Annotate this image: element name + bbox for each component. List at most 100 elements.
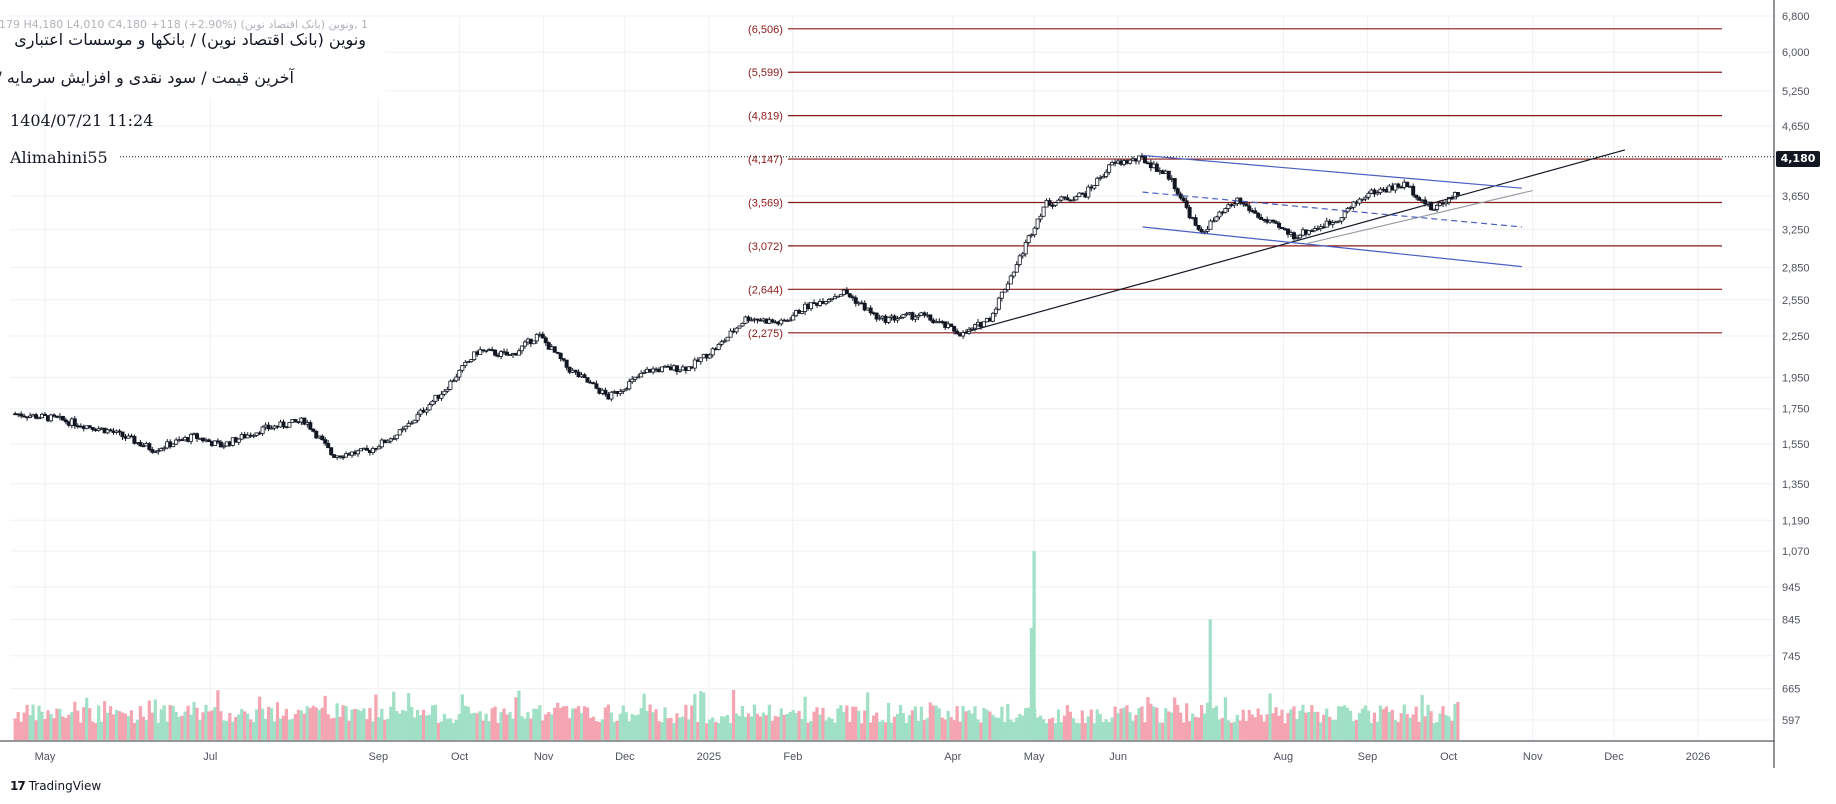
volume-bar [934,705,938,740]
volume-bar [684,704,688,740]
volume-bar [791,709,795,740]
x-tick-label: Dec [1604,751,1624,763]
volume-bar [1149,703,1153,740]
candle-body [1035,218,1040,229]
volume-bar [94,723,98,740]
volume-bar [511,718,515,740]
volume-bar [1161,722,1165,740]
y-tick-label: 3,650 [1782,191,1810,203]
volume-bar [1191,713,1195,740]
volume-bar [1113,706,1117,740]
candle-body [829,298,834,301]
candle-body [1199,229,1204,233]
volume-bar [1408,717,1412,740]
volume-bar [645,711,649,740]
volume-bar [159,709,163,740]
volume-bar [305,706,309,740]
volume-bar [73,701,77,740]
candle-body [931,319,936,323]
volume-bar [714,722,718,740]
candle-body [1077,192,1082,198]
volume-bar [496,722,500,740]
volume-bar [1038,715,1043,740]
candle-body [326,442,331,449]
candle-body [594,383,599,389]
x-tick-label: 2025 [697,751,721,763]
volume-bar [1164,708,1168,740]
volume-bar [517,690,521,740]
volume-bar [1334,719,1338,740]
volume-bar [758,716,762,740]
volume-bar [284,709,289,740]
volume-bar [1068,711,1073,740]
volume-bar [162,705,166,740]
candle-body [558,352,563,360]
tradingview-logo[interactable]: 17 TradingView [10,779,101,793]
volume-bar [1152,706,1156,740]
volume-bar [195,707,199,740]
candle-body [591,382,596,385]
candle-body [406,423,411,427]
candle-body [531,340,536,345]
candle-body [1002,289,1007,293]
candle-body [904,313,909,316]
volume-bar [612,721,616,740]
volume-bar [943,719,947,740]
candle-body [150,449,155,453]
candle-body [1017,255,1022,265]
candle-body [302,417,307,425]
candle-body [1378,188,1383,193]
volume-bar [708,719,712,740]
y-tick-label: 4,650 [1782,121,1810,133]
volume-bar [913,706,917,740]
volume-bar [985,709,989,740]
volume-bar [1244,720,1248,740]
volume-bar [958,721,962,740]
volume-bar [117,711,122,740]
volume-bar [52,718,56,740]
volume-bar [529,718,533,740]
candle-body [800,311,805,314]
volume-bar [1217,719,1222,740]
candle-body [505,351,510,356]
candle-body [96,428,101,431]
candle-body [1342,211,1347,219]
volume-bar [1292,706,1296,740]
candle-body [221,445,226,448]
y-tick-label: 945 [1782,582,1800,594]
volume-bar [293,714,297,740]
x-tick-label: Nov [1523,751,1543,763]
volume-bar [466,706,470,740]
candle-body [1432,208,1437,211]
volume-bar [246,713,250,740]
volume-bar [1128,712,1132,740]
candle-body [424,409,429,413]
volume-bar [872,715,876,740]
candle-body [451,380,456,383]
volume-bar [532,708,536,740]
volume-bar [582,706,587,740]
volume-bar [153,699,157,740]
volume-bar [225,720,229,740]
volume-bar [845,705,849,740]
volume-bar [773,716,777,740]
volume-bar [114,709,119,740]
symbol-title[interactable]: ونوین (بانک اقتصاد نوین) / بانکها و موسس… [14,30,366,49]
volume-bar [231,721,235,740]
candle-body [397,429,402,436]
volume-bar [693,694,697,740]
volume-bar [451,722,455,740]
y-tick-label: 665 [1782,684,1800,696]
volume-bar [1354,719,1359,740]
candle-body [251,434,256,437]
volume-bar [1363,705,1368,740]
volume-bar [222,720,226,740]
candle-body [1375,192,1380,195]
volume-bar [252,721,256,740]
volume-bar [556,702,560,740]
volume-bar [836,708,840,740]
candle-body [1023,242,1028,255]
volume-bar [1053,723,1058,740]
fib-level-label: (2,644) [748,284,783,296]
